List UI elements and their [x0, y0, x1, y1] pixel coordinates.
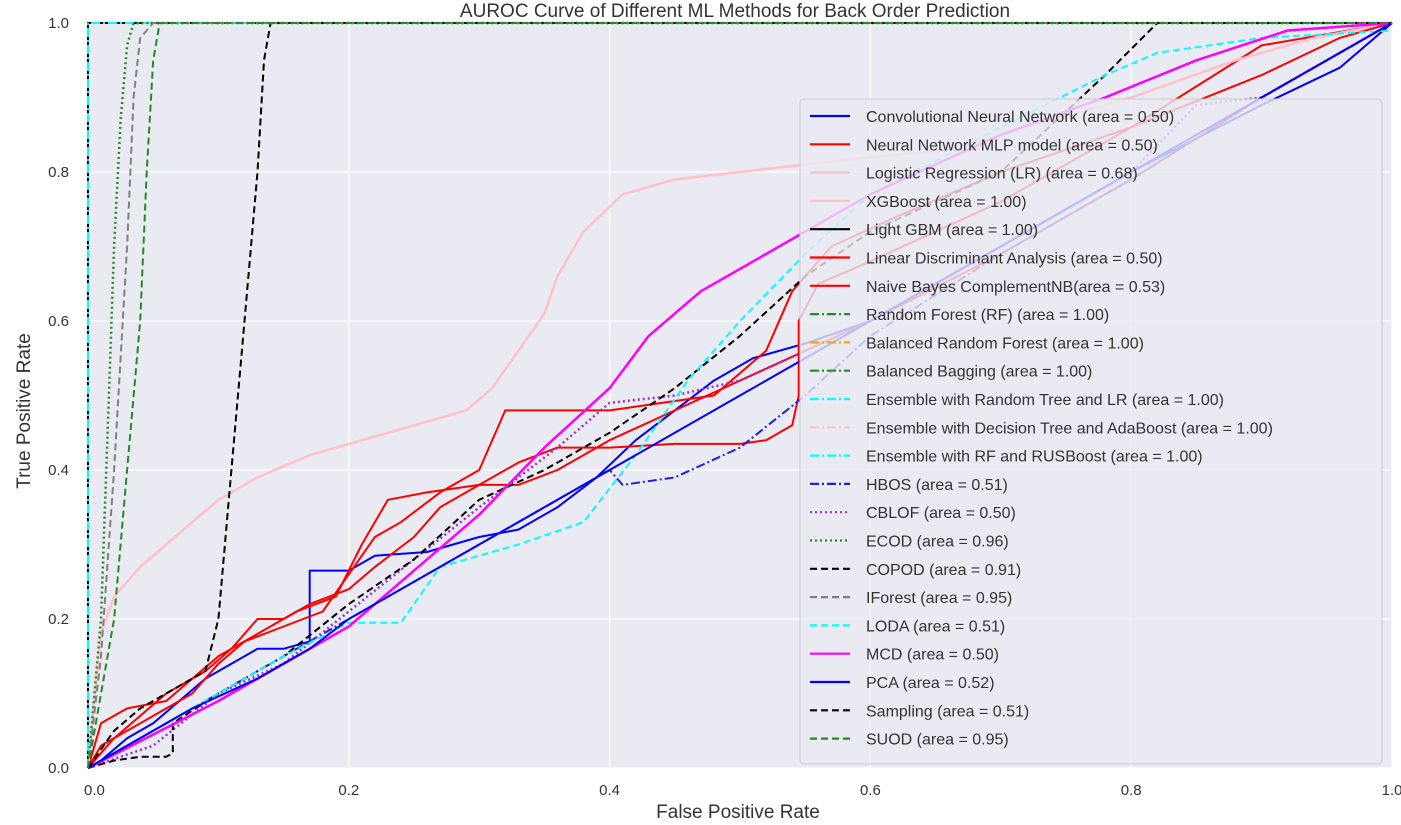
y-tick-label: 0.6 [48, 313, 69, 330]
x-axis-label: False Positive Rate [656, 802, 820, 823]
y-tick-label: 1.0 [48, 15, 69, 32]
series-line-17 [87, 22, 1392, 769]
legend-entry: Light GBM (area = 1.00) [866, 222, 1038, 239]
y-tick-label: 0.8 [48, 164, 69, 181]
series-line-22 [87, 22, 1392, 769]
series-line-12 [87, 22, 1392, 768]
legend-entry: LODA (area = 0.51) [866, 618, 1005, 635]
series-line-15 [86, 21, 1392, 769]
legend-entry: Naive Bayes ComplementNB(area = 0.53) [866, 279, 1165, 296]
legend-entry: Ensemble with Random Tree and LR (area =… [866, 392, 1224, 409]
legend-entry: SUOD (area = 0.95) [866, 732, 1009, 749]
chart-title: AUROC Curve of Different ML Methods for … [460, 1, 1010, 22]
y-tick-label: 0.0 [48, 760, 69, 777]
x-tick-label: 0.2 [338, 782, 359, 799]
x-tick-label: 1.0 [1382, 782, 1401, 799]
y-axis-label: True Positive Rate [14, 333, 35, 489]
legend-entry: IForest (area = 0.95) [866, 590, 1012, 607]
legend-entry: Linear Discriminant Analysis (area = 0.5… [866, 251, 1163, 268]
legend-entry: Random Forest (RF) (area = 1.00) [866, 307, 1109, 324]
legend-entry: Sampling (area = 0.51) [866, 703, 1029, 720]
tick-labels: 0.0 0.2 0.4 0.6 0.8 1.0 0.0 0.2 0.4 0.6 0.8 1.0 [48, 15, 1401, 799]
legend-entry: Convolutional Neural Network (area = 0.5… [866, 109, 1174, 126]
x-tick-label: 0.8 [1121, 782, 1142, 799]
legend-entry: COPOD (area = 0.91) [866, 562, 1021, 579]
legend-entry: Ensemble with RF and RUSBoost (area = 1.… [866, 449, 1203, 466]
legend-entry: PCA (area = 0.52) [866, 675, 995, 692]
legend-entry: XGBoost (area = 1.00) [866, 194, 1027, 211]
legend: Convolutional Neural Network (area = 0.5… [799, 98, 1383, 765]
legend-entry: Neural Network MLP model (area = 0.50) [866, 137, 1158, 154]
legend-entry: ECOD (area = 0.96) [866, 534, 1009, 551]
legend-entry: HBOS (area = 0.51) [866, 477, 1008, 494]
legend-entry: Ensemble with Decision Tree and AdaBoost… [866, 420, 1273, 437]
y-tick-label: 0.4 [48, 462, 69, 479]
series-line-21 [87, 22, 1392, 769]
legend-entry: Logistic Regression (LR) (area = 0.68) [866, 166, 1138, 183]
x-tick-label: 0.6 [860, 782, 881, 799]
legend-entry: MCD (area = 0.50) [866, 647, 999, 664]
legend-entry: CBLOF (area = 0.50) [866, 505, 1016, 522]
x-tick-label: 0.0 [84, 782, 105, 799]
x-tick-label: 0.4 [599, 782, 620, 799]
legend-entry: Balanced Bagging (area = 1.00) [866, 364, 1092, 381]
legend-entry: Balanced Random Forest (area = 1.00) [866, 335, 1144, 352]
legend-box [799, 98, 1383, 765]
y-tick-label: 0.2 [48, 611, 69, 628]
series-line-19 [87, 21, 1393, 770]
